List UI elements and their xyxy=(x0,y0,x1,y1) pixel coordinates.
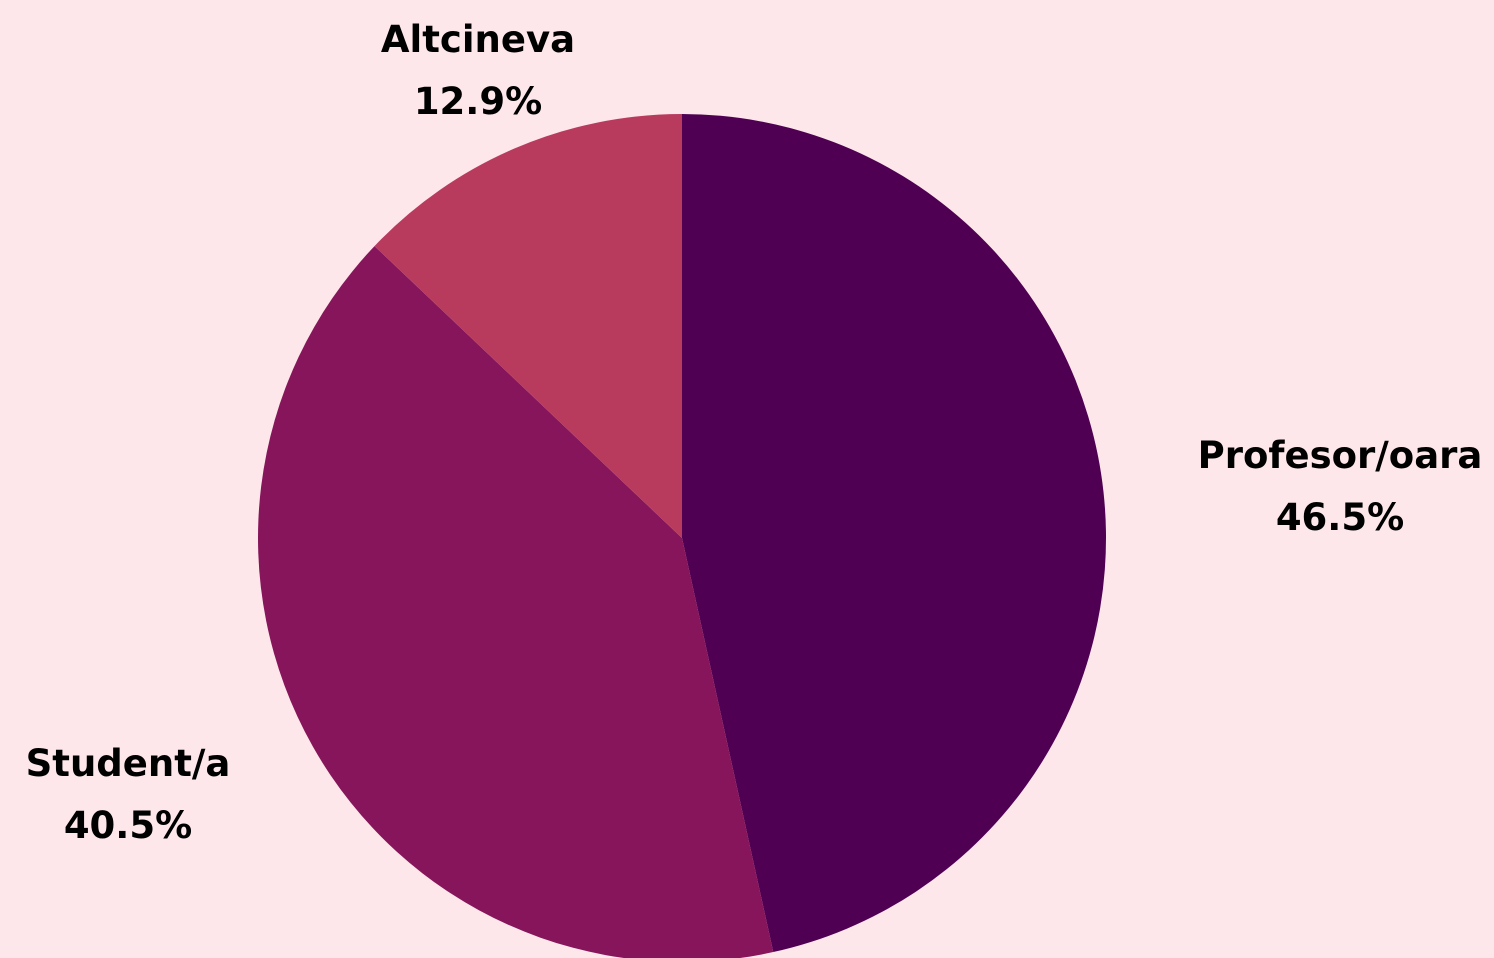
pie-slice-profesor-oara xyxy=(682,114,1107,953)
pie-slice-altcineva xyxy=(374,114,682,538)
slice-value-profesor-oara: 46.5% xyxy=(1276,496,1404,539)
slice-label-profesor-oara: Profesor/oara xyxy=(1198,434,1483,477)
slice-value-student-a: 40.5% xyxy=(64,804,192,847)
slice-label-altcineva: Altcineva xyxy=(381,18,575,61)
pie-labels: Profesor/oara 46.5% Student/a 40.5% Altc… xyxy=(26,18,1483,847)
slice-value-altcineva: 12.9% xyxy=(414,80,542,123)
pie-slice-student-a xyxy=(258,246,774,958)
slice-label-student-a: Student/a xyxy=(26,742,231,785)
pie-slices xyxy=(258,114,1107,958)
